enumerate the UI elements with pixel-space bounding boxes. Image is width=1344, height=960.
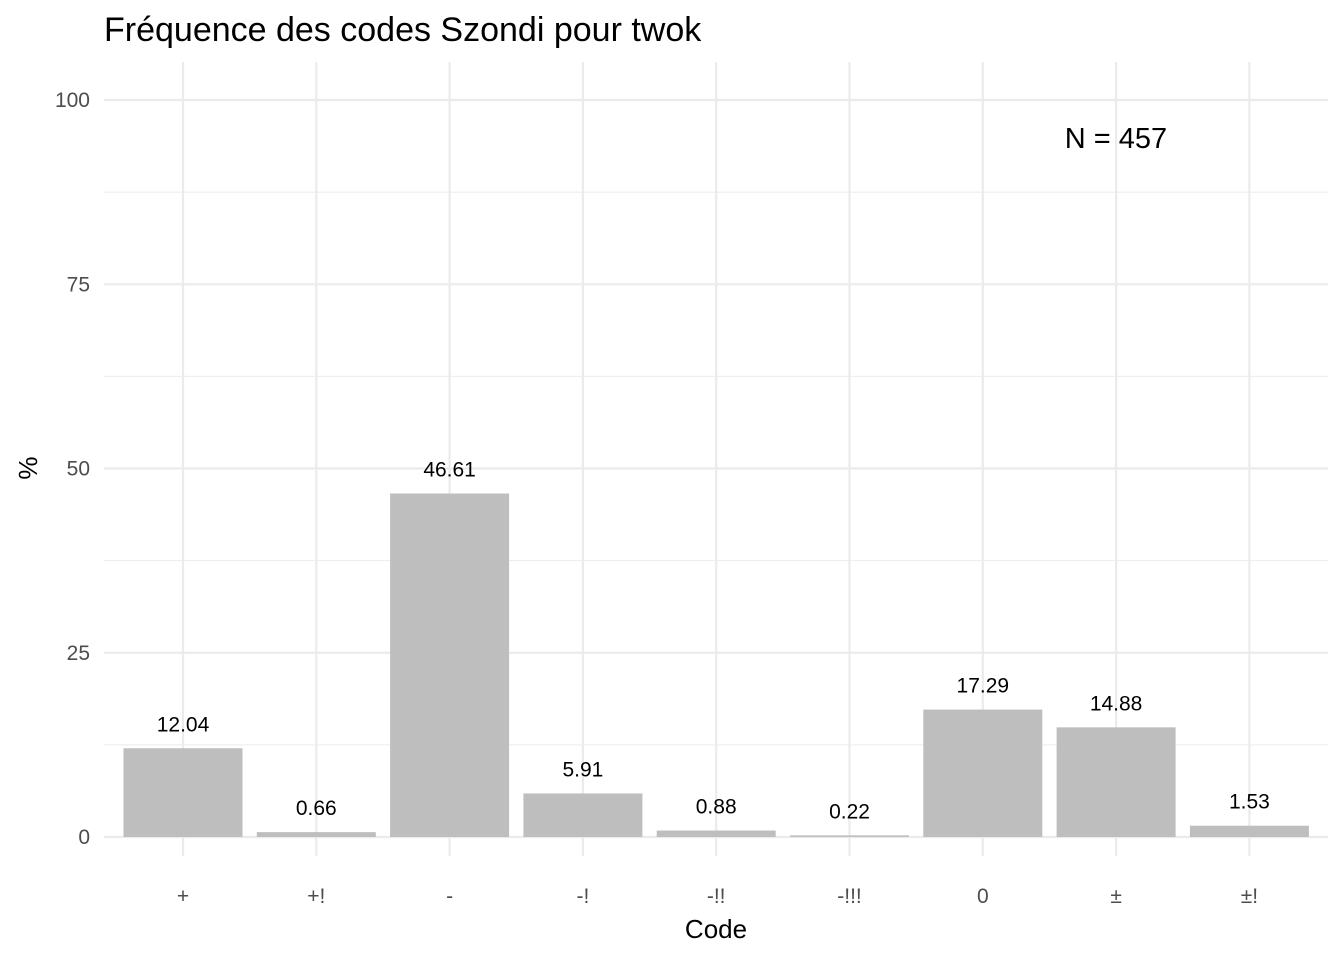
bars [123,493,1309,837]
bar-data-label: 17.29 [957,675,1010,698]
y-tick-labels: 0 25 50 75 100 [55,89,90,849]
bar [790,835,909,837]
bar [523,793,643,837]
x-axis-title: Code [685,914,747,944]
sample-size-annotation: N = 457 [1065,123,1167,155]
x-tick-label: -!! [707,885,726,908]
x-tick-label: -!!! [837,885,862,908]
y-tick-label: 100 [55,89,90,112]
bar-labels: 12.04 0.66 46.61 5.91 0.88 0.22 17.29 14.88 1.53 [157,458,1270,823]
x-tick-label: ±! [1241,885,1258,908]
x-tick-label: -! [576,885,589,908]
bar [1056,727,1176,837]
x-tick-label: - [446,885,453,908]
x-tick-label: 0 [977,885,989,908]
grid [104,62,1328,856]
x-tick-label: ± [1110,885,1122,908]
bar-data-label: 5.91 [562,758,603,781]
y-tick-label: 0 [78,826,90,849]
y-tick-label: 75 [67,273,90,296]
bar [256,832,376,837]
bar-data-label: 0.66 [296,797,337,820]
bar [123,748,243,837]
bar-data-label: 14.88 [1090,692,1143,715]
bar [390,493,510,837]
bar [923,709,1043,837]
bar-data-label: 0.22 [829,800,870,823]
x-tick-label: + [177,885,189,908]
bar [1189,825,1309,837]
y-tick-label: 25 [67,642,90,665]
y-axis-title: % [13,456,43,479]
bar-data-label: 46.61 [423,458,476,481]
x-tick-labels: + +! - -! -!! -!!! 0 ± ±! [177,885,1258,908]
bar-data-label: 12.04 [157,713,210,736]
bar-data-label: 0.88 [696,796,737,819]
y-tick-label: 50 [67,458,90,481]
chart-title: Fréquence des codes Szondi pour twok [104,11,702,49]
bar-data-label: 1.53 [1229,791,1270,814]
x-tick-label: +! [307,885,325,908]
bar [656,830,776,837]
